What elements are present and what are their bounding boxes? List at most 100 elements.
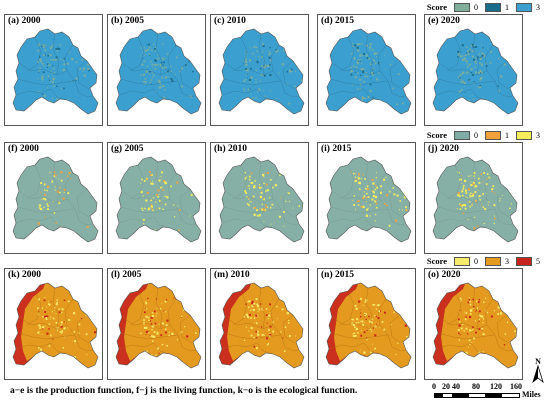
legend-swatch-3 [485,256,501,266]
land-speck [467,201,469,203]
land-speck [379,62,381,64]
land-speck [358,321,360,324]
land-speck [155,67,157,70]
land-speck [372,69,374,71]
district-boundary [153,88,171,101]
land-speck [58,311,61,314]
land-speck [459,321,461,323]
land-speck [388,298,390,300]
land-speck [355,307,357,310]
land-speck [42,316,44,318]
land-speck [41,199,42,201]
land-speck [371,63,373,65]
land-speck [500,312,503,315]
land-speck [373,304,376,306]
land-speck [359,349,361,351]
land-speck [286,83,288,85]
land-speck [466,63,468,65]
land-speck [467,218,469,220]
land-speck [62,355,64,357]
land-speck [143,326,146,329]
land-speck [500,75,503,78]
land-speck [364,313,366,316]
district-boundary [18,316,68,330]
land-speck [470,309,473,312]
land-speck [463,204,465,206]
land-speck [43,94,46,97]
land-speck [350,71,352,73]
land-speck [471,44,474,46]
map-panel: (d) 2015 [317,14,416,126]
land-speck [281,308,284,311]
land-speck [186,48,188,50]
land-speck [140,182,142,184]
land-speck [52,76,54,78]
land-speck [243,315,245,318]
district-boundary [282,314,296,344]
land-speck [465,351,468,354]
land-speck [186,53,189,56]
region-border [432,28,519,115]
panel-label: (g) 2005 [111,144,144,154]
land-speck [255,81,257,83]
land-speck [249,188,251,190]
land-speck [358,61,360,63]
land-speck [480,72,482,74]
land-speck [375,315,377,317]
land-speck [465,312,468,314]
land-speck [141,178,143,181]
land-speck [469,80,471,82]
land-speck [268,68,270,70]
land-speck [52,97,54,99]
land-speck [401,299,402,301]
land-speck [148,319,150,321]
land-speck [245,64,248,66]
land-speck [253,186,256,189]
land-speck [355,327,358,330]
land-speck [163,230,165,232]
land-speck [154,63,157,66]
land-speck [39,67,41,70]
land-speck [374,62,377,65]
district-boundary [153,342,171,355]
land-speck [53,68,55,70]
land-speck [288,335,291,337]
land-speck [68,51,70,53]
land-speck [466,46,468,48]
land-speck [362,205,365,208]
land-speck [471,55,474,58]
land-speck [80,318,83,320]
map-panel: (n) 2015 [317,268,416,380]
district-boundary [15,88,52,96]
legend-label: 3 [536,2,540,12]
land-speck [376,186,379,189]
land-speck [475,331,477,334]
land-speck [154,322,157,325]
land-speck [260,303,262,305]
panel-label: (j) 2020 [428,144,459,154]
land-speck [367,207,369,209]
land-speck [158,207,161,210]
land-speck [481,52,484,55]
land-speck [503,344,506,346]
land-speck [48,323,51,325]
land-speck [383,178,386,181]
land-speck [152,209,154,212]
land-speck [38,43,41,45]
land-speck [358,300,361,303]
land-speck [472,181,475,184]
district-boundary [52,161,60,204]
land-speck [163,67,165,69]
district-boundary [328,88,365,96]
land-speck [364,322,366,323]
land-speck [255,337,258,339]
land-speck [145,70,148,73]
land-speck [396,183,398,185]
land-speck [153,331,156,333]
land-speck [510,300,512,302]
land-speck [148,329,150,331]
region-border [218,156,305,243]
land-speck [472,328,474,330]
land-speck [194,49,195,51]
land-speck [41,78,44,81]
